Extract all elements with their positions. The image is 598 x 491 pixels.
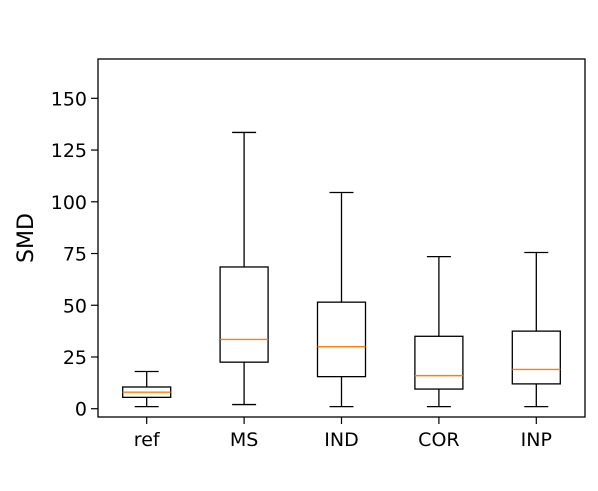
- y-tick-label: 25: [63, 347, 87, 369]
- x-tick-label: ref: [134, 429, 161, 451]
- box-INP: [511, 251, 561, 408]
- box-body: [511, 330, 561, 385]
- y-axis-title: SMD: [14, 213, 39, 263]
- y-tick-label: 75: [63, 244, 87, 266]
- box-MS: [219, 131, 269, 406]
- box-ref: [122, 370, 172, 408]
- box-COR: [414, 255, 464, 408]
- box-IND: [316, 191, 367, 408]
- box-body: [219, 266, 269, 363]
- y-tick-label: 150: [51, 88, 87, 110]
- y-tick-label: 125: [51, 140, 87, 162]
- x-tick-label: MS: [230, 429, 258, 451]
- y-tick-label: 50: [63, 295, 87, 317]
- x-tick-label: IND: [324, 429, 358, 451]
- box-series: [122, 131, 561, 408]
- y-axis-ticks: 0 25 50 75 100 125 150: [51, 88, 98, 421]
- y-tick-label: 0: [75, 399, 87, 421]
- box-body: [414, 335, 464, 390]
- y-tick-label: 100: [51, 192, 87, 214]
- x-tick-label: INP: [521, 429, 552, 451]
- x-tick-label: COR: [418, 429, 459, 451]
- box-body: [316, 301, 367, 378]
- x-axis-ticks: ref MS IND COR INP: [134, 417, 552, 451]
